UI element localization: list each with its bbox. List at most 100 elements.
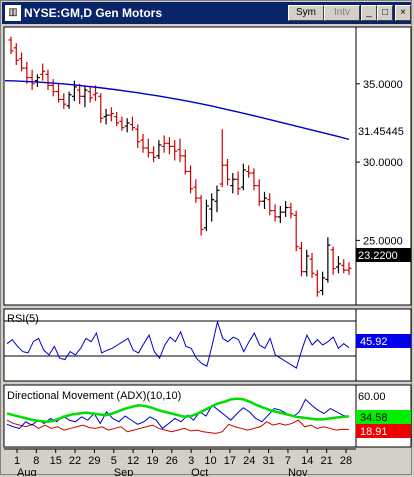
price-bar — [71, 80, 77, 102]
price-bar — [161, 135, 167, 153]
adx-line — [6, 397, 350, 424]
price-bar — [209, 193, 215, 222]
minimize-button[interactable]: _ — [361, 5, 377, 21]
adx-value-label: 34.58 — [360, 412, 388, 424]
x-tick-label: 14 — [301, 455, 313, 467]
price-bar — [19, 52, 25, 72]
x-axis-ticks: 1 8 15 22 29 5 12 19 26 3 10 17 24 31 7 14 21 28 — [14, 449, 352, 467]
price-bar — [330, 246, 336, 275]
price-bar — [188, 165, 194, 194]
x-month-label: Aug — [17, 467, 37, 476]
price-bar — [45, 69, 51, 91]
x-axis-months: Aug Sep Oct Nov — [17, 467, 308, 476]
price-bar — [145, 138, 151, 158]
price-bar — [34, 74, 40, 87]
price-bar — [346, 262, 352, 275]
price-tick-label: 30.0000 — [363, 157, 403, 169]
price-bar — [61, 93, 67, 109]
price-bar — [182, 149, 188, 175]
price-bar — [203, 199, 209, 231]
price-bar — [193, 179, 199, 203]
price-bar — [272, 204, 278, 222]
rsi-value-label: 45.92 — [360, 336, 388, 348]
price-bars — [8, 36, 352, 297]
di-minus-badge — [356, 424, 411, 438]
price-bar — [177, 138, 183, 163]
last-price-label: 23.2200 — [358, 250, 398, 262]
price-bar — [151, 146, 157, 163]
price-bar — [50, 79, 56, 97]
price-bar — [230, 173, 236, 194]
price-bar — [293, 210, 299, 252]
intv-button[interactable]: Intv — [324, 5, 360, 21]
price-bar — [24, 61, 30, 84]
price-bar — [140, 133, 146, 153]
x-tick-label: 7 — [285, 455, 291, 467]
maximize-button[interactable]: □ — [377, 5, 393, 21]
price-bar — [256, 179, 262, 206]
price-bar — [325, 237, 331, 283]
price-bar — [314, 270, 320, 297]
moving-average-line — [4, 79, 350, 141]
price-bar — [93, 85, 98, 102]
x-tick-label: 12 — [127, 455, 139, 467]
price-bar — [114, 111, 120, 127]
price-bar — [240, 163, 246, 191]
x-month-label: Nov — [288, 467, 308, 476]
price-bar — [267, 193, 273, 216]
x-tick-label: 8 — [33, 455, 39, 467]
adx-value-badge — [356, 410, 411, 424]
price-bar — [283, 201, 289, 217]
x-tick-label: 1 — [14, 455, 20, 467]
sym-button[interactable]: Sym — [288, 5, 324, 21]
price-bar — [8, 36, 14, 55]
price-pane[interactable] — [3, 26, 357, 306]
price-bar — [335, 256, 341, 274]
price-tick-label: 35.0000 — [363, 79, 403, 91]
dmi-top-tick: 60.00 — [358, 391, 386, 403]
price-bar — [304, 249, 310, 277]
price-bar — [225, 158, 231, 186]
price-bar — [219, 129, 225, 188]
price-bar — [124, 118, 130, 133]
price-bar — [298, 241, 304, 277]
price-bar — [103, 108, 109, 125]
price-bar — [251, 168, 257, 191]
x-tick-label: 10 — [204, 455, 216, 467]
price-bar — [66, 91, 72, 109]
last-price-badge — [356, 248, 411, 262]
price-bar — [82, 85, 88, 108]
di-minus-line — [6, 419, 350, 434]
price-bar — [77, 83, 83, 105]
price-bar — [135, 124, 141, 148]
price-bar — [156, 140, 162, 159]
price-bar — [108, 107, 114, 122]
price-bar — [56, 83, 62, 103]
x-tick-label: 5 — [111, 455, 117, 467]
close-button[interactable]: × — [395, 5, 411, 21]
ma-value-label: 31.45445 — [358, 126, 404, 138]
x-tick-label: 31 — [262, 455, 274, 467]
x-tick-label: 19 — [146, 455, 158, 467]
price-bar — [98, 93, 104, 123]
price-bar — [87, 86, 93, 103]
price-bar — [341, 259, 347, 274]
title-bar[interactable]: ▥ NYSE:GM,D Gen Motors Sym Intv _ □ × — [2, 2, 411, 24]
price-tick-label: 25.0000 — [363, 235, 403, 247]
price-bar — [13, 43, 19, 66]
x-tick-label: 15 — [50, 455, 62, 467]
price-bar — [320, 271, 326, 296]
x-month-label: Sep — [114, 467, 134, 476]
rsi-label: RSI(5) — [7, 313, 39, 325]
price-bar — [129, 116, 135, 131]
x-tick-label: 22 — [69, 455, 81, 467]
x-tick-label: 29 — [88, 455, 100, 467]
price-bar — [277, 205, 283, 224]
price-bar — [119, 116, 125, 131]
rsi-value-badge — [356, 334, 411, 348]
price-bar — [198, 194, 204, 236]
di-minus-value-label: 18.91 — [360, 426, 388, 438]
chart-panes[interactable]: 35.0000 30.0000 25.0000 31.45445 23.2200 R… — [1, 25, 413, 476]
price-bar — [29, 69, 35, 91]
